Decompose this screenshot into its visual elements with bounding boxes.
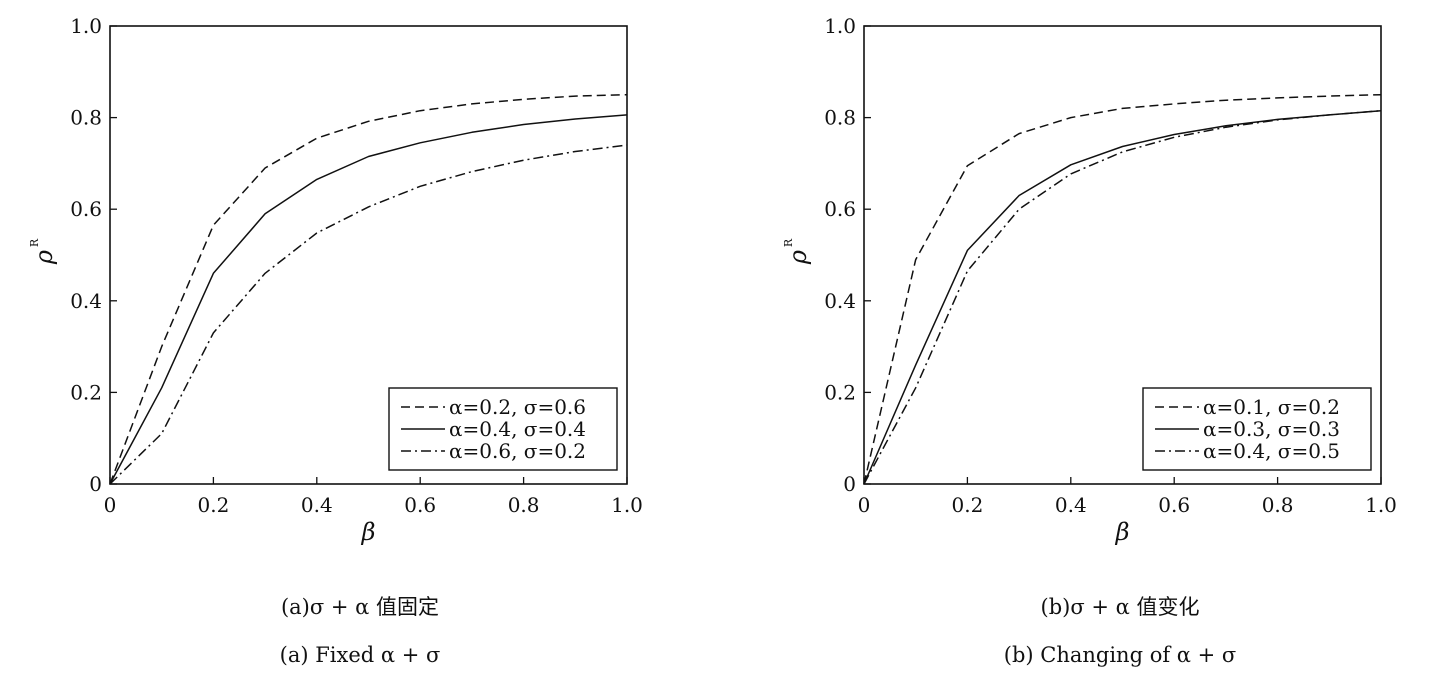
- y-tick-label: 0.2: [824, 380, 856, 404]
- y-tick-label: 0.8: [70, 106, 102, 130]
- y-tick-label: 0: [843, 472, 856, 496]
- axis-ticks: 0 0.2 0.4 0.6 0.8 1.0 0 0.2 0.4 0.6 0.8 1.0: [824, 14, 1397, 517]
- series-line-dashed: [109, 93, 628, 485]
- plot-area-frame: [109, 25, 628, 485]
- caption-chinese: (a)σ + α 值固定: [281, 595, 439, 619]
- y-tick-label: 1.0: [70, 14, 102, 38]
- x-tick-label: 0.6: [404, 493, 436, 517]
- legend-entry-2: α=0.6, σ=0.2: [449, 439, 586, 463]
- y-axis-label-group: ρ R: [782, 238, 812, 265]
- y-axis-label-group: ρ R: [28, 238, 58, 265]
- series-line-dashdot: [863, 109, 1382, 485]
- x-tick-label: 0.2: [197, 493, 229, 517]
- y-tick-label: 0.4: [70, 289, 102, 313]
- caption-english: (b) Changing of α + σ: [1004, 643, 1237, 667]
- x-tick-label: 0.2: [951, 493, 983, 517]
- legend-entry-2: α=0.4, σ=0.5: [1203, 439, 1340, 463]
- y-axis-label-superscript: R: [28, 238, 41, 247]
- series-line-dashed: [863, 93, 1382, 485]
- caption-chinese: (b)σ + α 值变化: [1041, 595, 1200, 619]
- caption-english: (a) Fixed α + σ: [280, 643, 441, 667]
- y-axis-label-superscript: R: [782, 238, 795, 247]
- x-tick-label: 1.0: [1365, 493, 1397, 517]
- series-lines: [863, 93, 1382, 485]
- legend: α=0.1, σ=0.2 α=0.3, σ=0.3 α=0.4, σ=0.5: [1142, 387, 1372, 471]
- y-tick-label: 0: [89, 472, 102, 496]
- x-tick-label: 0.6: [1158, 493, 1190, 517]
- x-tick-label: 1.0: [611, 493, 643, 517]
- x-tick-label: 0.8: [1262, 493, 1294, 517]
- axis-ticks: 0 0.2 0.4 0.6 0.8 1.0 0 0.2 0.4 0.6 0.8 1.0: [70, 14, 643, 517]
- x-axis-label: β: [361, 518, 376, 546]
- chart-panel-b: 0 0.2 0.4 0.6 0.8 1.0 0 0.2 0.4 0.6 0.8 1.0 β ρ R α…: [782, 14, 1397, 667]
- legend-entry-0: α=0.1, σ=0.2: [1203, 395, 1340, 419]
- y-tick-label: 0.8: [824, 106, 856, 130]
- legend-entry-1: α=0.3, σ=0.3: [1203, 417, 1340, 441]
- series-line-solid: [863, 109, 1382, 485]
- x-tick-label: 0: [858, 493, 871, 517]
- y-tick-label: 0.6: [824, 197, 856, 221]
- series-line-solid: [109, 114, 628, 485]
- plot-area-frame: [863, 25, 1382, 485]
- series-lines: [109, 93, 628, 485]
- y-tick-label: 0.2: [70, 380, 102, 404]
- series-line-dashdot: [109, 144, 628, 485]
- legend-entry-1: α=0.4, σ=0.4: [449, 417, 586, 441]
- x-tick-label: 0: [104, 493, 117, 517]
- x-tick-label: 0.4: [301, 493, 333, 517]
- y-tick-label: 0.4: [824, 289, 856, 313]
- legend: α=0.2, σ=0.6 α=0.4, σ=0.4 α=0.6, σ=0.2: [388, 387, 618, 471]
- x-tick-label: 0.8: [508, 493, 540, 517]
- y-axis-label: ρ: [784, 250, 812, 265]
- y-tick-label: 0.6: [70, 197, 102, 221]
- legend-entry-0: α=0.2, σ=0.6: [449, 395, 586, 419]
- chart-panel-a: 0 0.2 0.4 0.6 0.8 1.0 0 0.2 0.4 0.6 0.8 1.0 β ρ R α…: [28, 14, 643, 667]
- y-axis-label: ρ: [30, 250, 58, 265]
- x-axis-label: β: [1115, 518, 1130, 546]
- x-tick-label: 0.4: [1055, 493, 1087, 517]
- y-tick-label: 1.0: [824, 14, 856, 38]
